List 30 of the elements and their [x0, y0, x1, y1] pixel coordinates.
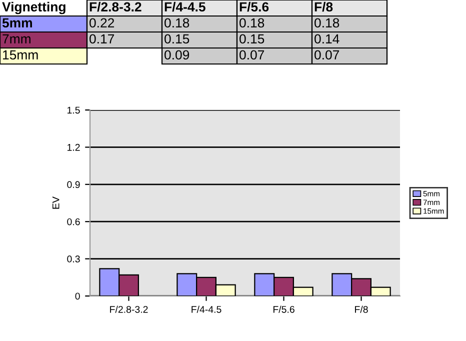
y-tick-label: 0.6: [67, 218, 80, 226]
text: 5mm: [2, 18, 32, 28]
category-label: F/5.6: [240, 2, 269, 12]
x-tick-label: F/5.6: [273, 306, 294, 313]
data-label: 0.15: [164, 34, 190, 44]
data-label: 0.17: [90, 34, 114, 44]
data-label: 0.07: [240, 50, 264, 60]
y-tick-label: 0: [75, 292, 80, 300]
chart-title: Vignetting: [2, 2, 66, 14]
data-label: 0.07: [314, 50, 340, 60]
y-axis-title: EV: [52, 196, 60, 209]
category-label: F/4-4.5: [164, 2, 206, 12]
category-label: F/2.8-3.2: [90, 2, 142, 12]
y-tick-label: 1.2: [68, 144, 80, 151]
data-label: 0.14: [314, 34, 340, 44]
data-label: 0.18: [314, 18, 340, 28]
y-tick-label: 1.5: [68, 106, 80, 114]
y-tick-label: 0.9: [67, 181, 80, 188]
text: 7mm: [2, 34, 30, 44]
x-tick-label: F/4-4.5: [192, 306, 222, 313]
x-tick-label: F/2.8-3.2: [110, 306, 148, 313]
category-label: F/8: [314, 2, 333, 12]
data-label: 0.09: [164, 50, 190, 60]
data-label: 0.18: [240, 18, 264, 28]
data-label: 0.18: [164, 18, 190, 28]
x-tick-label: F/8: [355, 306, 368, 313]
data-label: 0.15: [240, 34, 264, 44]
y-tick-label: 0.3: [67, 256, 80, 262]
text: 15mm: [3, 50, 38, 60]
data-label: 0.22: [90, 18, 114, 28]
